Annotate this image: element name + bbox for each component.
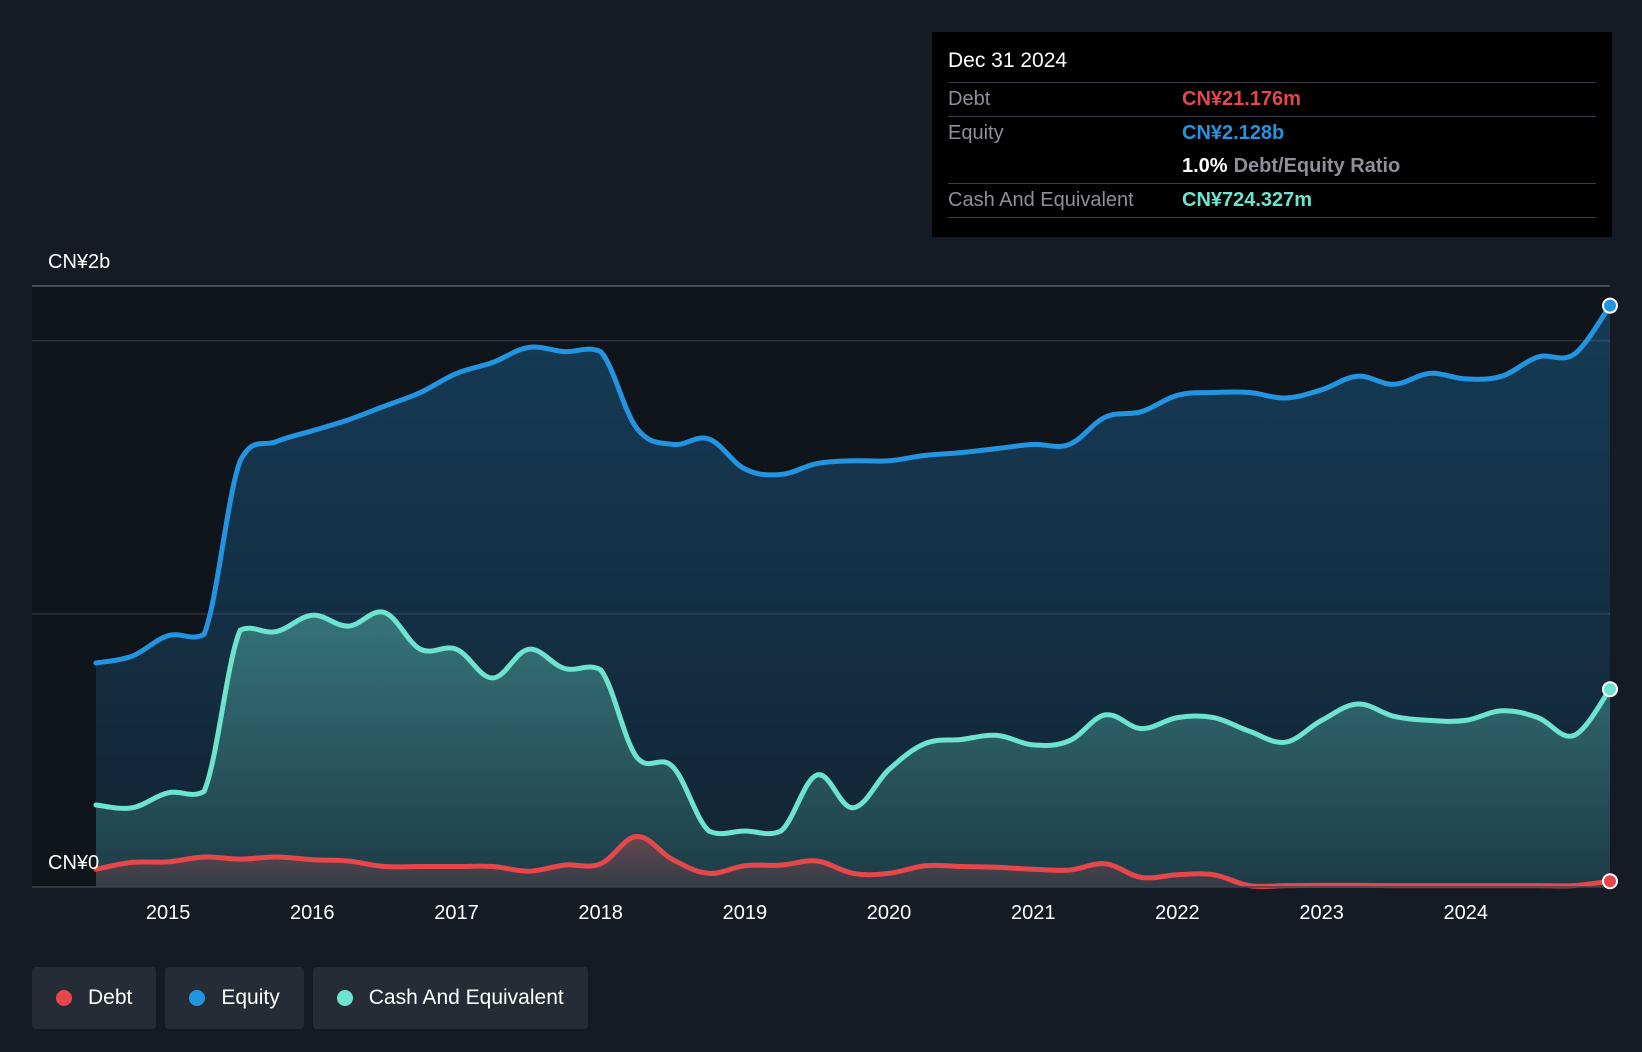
- legend-item-equity[interactable]: Equity: [165, 967, 304, 1029]
- chart-legend: Debt Equity Cash And Equivalent: [32, 967, 588, 1029]
- x-tick-label: 2019: [723, 902, 768, 924]
- x-tick-label: 2024: [1444, 902, 1489, 924]
- legend-item-cash[interactable]: Cash And Equivalent: [312, 967, 588, 1029]
- tooltip-date: Dec 31 2024: [948, 49, 1068, 72]
- x-tick-label: 2023: [1299, 902, 1344, 924]
- x-tick-label: 2022: [1155, 902, 1200, 924]
- tooltip-ratio-row: 1.0% Debt/Equity Ratio: [948, 150, 1596, 183]
- legend-label-cash: Cash And Equivalent: [368, 986, 564, 1009]
- debt-endpoint-marker[interactable]: [1602, 873, 1618, 890]
- legend-label-debt: Debt: [88, 986, 133, 1009]
- cash-line: [93, 609, 1613, 837]
- legend-item-debt[interactable]: Debt: [32, 967, 157, 1029]
- tooltip-debt-value: CN¥21.176m: [1182, 88, 1301, 110]
- y-axis-bottom-label: CN¥0: [48, 852, 100, 874]
- equity-dot-icon: [189, 990, 206, 1006]
- legend-label-equity: Equity: [221, 986, 280, 1009]
- x-tick-label: 2021: [1011, 902, 1056, 924]
- tooltip-equity-label: Equity: [948, 122, 1004, 144]
- tooltip-equity-value: CN¥2.128b: [1182, 122, 1285, 144]
- debt-dot-icon: [56, 990, 72, 1006]
- tooltip-ratio-value: 1.0%: [1182, 155, 1228, 177]
- cash-endpoint-marker[interactable]: [1602, 681, 1618, 698]
- tooltip-cash-value: CN¥724.327m: [1182, 189, 1313, 211]
- tooltip-cash-row: Cash And Equivalent CN¥724.327m: [948, 183, 1596, 218]
- equity-line: [93, 303, 1613, 666]
- x-tick-label: 2020: [867, 902, 912, 924]
- cash-dot-icon: [336, 990, 353, 1006]
- tooltip-cash-label: Cash And Equivalent: [948, 189, 1134, 211]
- tooltip-ratio-label: Debt/Equity Ratio: [1233, 155, 1401, 177]
- cash-area: [96, 611, 1610, 887]
- tooltip-equity-row: Equity CN¥2.128b: [948, 116, 1596, 150]
- x-tick-label: 2017: [434, 902, 479, 924]
- tooltip-debt-row: Debt CN¥21.176m: [948, 82, 1596, 116]
- y-axis-top-label: CN¥2b: [48, 251, 111, 273]
- x-tick-label: 2016: [290, 902, 335, 924]
- equity-endpoint-marker[interactable]: [1602, 297, 1618, 314]
- x-tick-label: 2018: [578, 902, 623, 924]
- tooltip-debt-label: Debt: [948, 88, 991, 110]
- debt-area: [96, 836, 1610, 887]
- x-tick-label: 2015: [146, 902, 191, 924]
- data-tooltip: Dec 31 2024 Debt CN¥21.176m Equity CN¥2.…: [932, 32, 1612, 237]
- debt-line: [93, 834, 1613, 890]
